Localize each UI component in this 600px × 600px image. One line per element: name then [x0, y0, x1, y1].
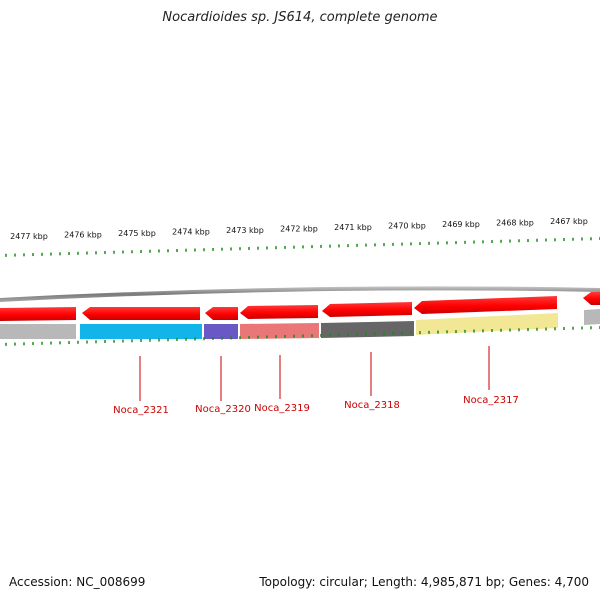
cog-block-noca-2318: [321, 321, 414, 338]
cog-block-noca-2319: [240, 323, 319, 339]
gene-label-noca-2320[interactable]: Noca_2320: [195, 404, 251, 415]
cds-arrow-noca-2321[interactable]: [82, 307, 200, 320]
cog-block: [584, 309, 600, 325]
scale-label: 2468 kbp: [496, 218, 534, 227]
cds-arrow-noca-2318[interactable]: [322, 302, 412, 317]
scale-label: 2476 kbp: [64, 231, 102, 240]
cog-track: [0, 309, 600, 339]
scale-labels: 2477 kbp 2476 kbp 2475 kbp 2474 kbp 2473 kbp…: [10, 217, 588, 241]
scale-label: 2467 kbp: [550, 217, 588, 226]
cds-arrow[interactable]: [583, 292, 600, 305]
cog-block-noca-2320: [204, 324, 238, 339]
accession-text: Accession: NC_008699: [9, 575, 146, 589]
cds-arrow-noca-2319[interactable]: [240, 305, 318, 319]
gene-label-noca-2321[interactable]: Noca_2321: [113, 405, 169, 416]
cds-arrow-noca-2320[interactable]: [205, 307, 238, 320]
scale-label: 2477 kbp: [10, 232, 48, 241]
scale-label: 2469 kbp: [442, 220, 480, 229]
scale-label: 2471 kbp: [334, 223, 372, 232]
gene-annotations: Noca_2321 Noca_2320 Noca_2319 Noca_2318 …: [113, 346, 519, 416]
cog-block: [0, 324, 76, 339]
scale-ticks-top: [5, 237, 600, 257]
cog-block-noca-2321: [80, 324, 202, 339]
scale-label: 2475 kbp: [118, 229, 156, 238]
cds-arrow[interactable]: [0, 307, 76, 321]
scale-label: 2473 kbp: [226, 226, 264, 235]
cog-block-noca-2317: [416, 313, 558, 335]
genome-backbone: [0, 286, 600, 302]
gene-label-noca-2319[interactable]: Noca_2319: [254, 403, 310, 414]
cds-track: [0, 292, 600, 321]
cds-arrow-noca-2317[interactable]: [414, 296, 557, 314]
scale-label: 2472 kbp: [280, 225, 318, 234]
genome-title: Nocardioides sp. JS614, complete genome: [162, 10, 438, 25]
gene-label-noca-2318[interactable]: Noca_2318: [344, 400, 400, 411]
gene-label-noca-2317[interactable]: Noca_2317: [463, 395, 519, 406]
genome-summary-text: Topology: circular; Length: 4,985,871 bp…: [259, 575, 589, 589]
scale-ticks-bottom: [5, 326, 600, 346]
scale-label: 2470 kbp: [388, 221, 426, 230]
scale-label: 2474 kbp: [172, 228, 210, 237]
